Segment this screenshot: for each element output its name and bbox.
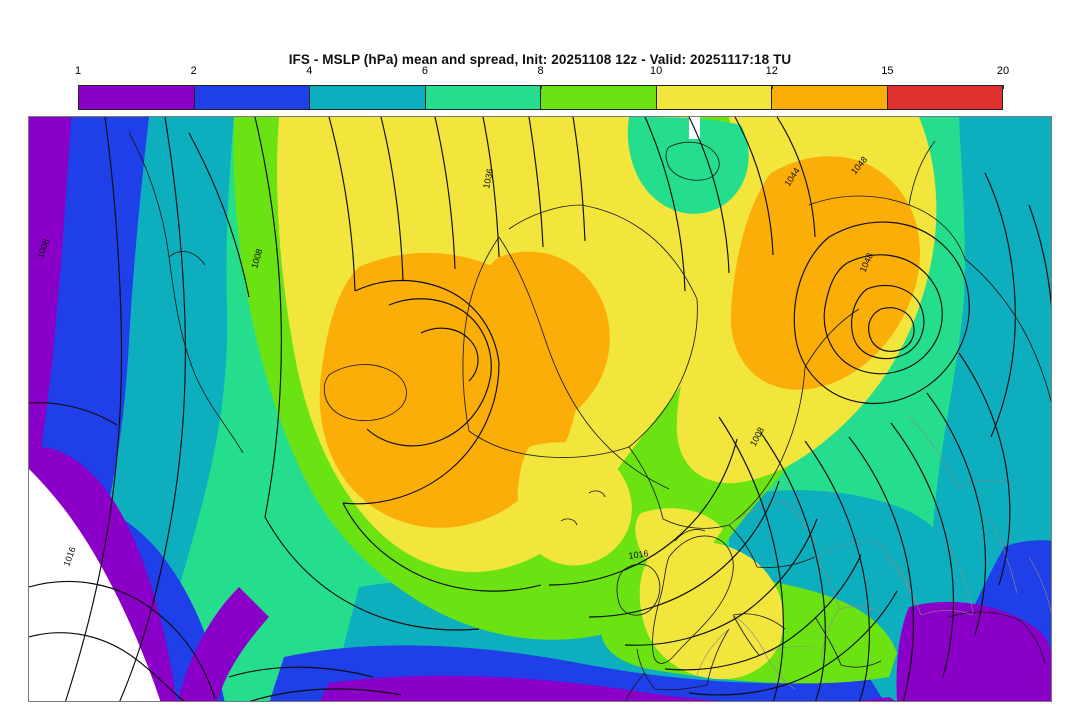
- spread-band-yellow-uk2: [635, 508, 723, 573]
- colorbar-tickmark-6: [424, 85, 426, 89]
- spread-band-orange-east: [730, 156, 921, 390]
- colorbar-tickmark-8: [540, 85, 542, 89]
- colorbar-tick-1: 1: [74, 65, 82, 77]
- colorbar-tick-8: 8: [537, 65, 544, 77]
- mslp-spread-map: 1008 1008 1008 1016 1016 1036 1044 1048 …: [29, 117, 1051, 701]
- colorbar: 1 2 4 6 8 10 12 15 20: [75, 65, 1009, 110]
- map-out-of-domain: [29, 469, 161, 701]
- coastlines: [128, 132, 1051, 701]
- svg-text:1036: 1036: [481, 168, 495, 190]
- colorbar-tickmark-10: [656, 85, 658, 89]
- colorbar-segment-1: [79, 86, 194, 109]
- colorbar-tick-4: 4: [306, 65, 313, 77]
- spread-band-purple: [29, 117, 71, 512]
- colorbar-segment-2: [193, 86, 309, 109]
- colorbar-segment-5: [540, 86, 656, 109]
- colorbar-tick-20: 20: [996, 65, 1010, 77]
- colorbar-tick-12: 12: [765, 65, 778, 77]
- colorbar-tickmark-15: [887, 85, 889, 89]
- spread-band-yellow-uk: [639, 540, 784, 680]
- colorbar-tick-2: 2: [190, 65, 197, 77]
- colorbar-tickmark-4: [309, 85, 311, 89]
- colorbar-tick-10: 10: [650, 65, 663, 77]
- colorbar-tick-6: 6: [421, 65, 428, 77]
- spread-band-yellow-tongue: [517, 442, 632, 566]
- colorbar-segment-8: [886, 86, 1002, 109]
- isobar-contours: [29, 117, 1051, 701]
- colorbar-segment-3: [309, 86, 425, 109]
- page-title: IFS - MSLP (hPa) mean and spread, Init: …: [288, 52, 792, 67]
- spread-band-purple-east: [896, 602, 1051, 701]
- colorbar-segment-7: [771, 86, 887, 109]
- colorbar-tickmark-1: [78, 85, 79, 89]
- spread-band-orange-2: [462, 251, 610, 429]
- colorbar-tick-15: 15: [881, 65, 894, 77]
- svg-text:1016: 1016: [628, 548, 649, 561]
- colorbar-gradient: [78, 85, 1003, 110]
- spread-band-purple-south: [320, 675, 896, 701]
- colorbar-tickmark-20: [1003, 85, 1004, 89]
- spread-band-teal-pocket: [627, 117, 749, 214]
- colorbar-segment-6: [655, 86, 771, 109]
- colorbar-tickmark-2: [193, 85, 195, 89]
- colorbar-segment-4: [424, 86, 540, 109]
- map-panel[interactable]: 1008 1008 1008 1016 1016 1036 1044 1048 …: [28, 116, 1052, 702]
- colorbar-tickmark-12: [771, 85, 773, 89]
